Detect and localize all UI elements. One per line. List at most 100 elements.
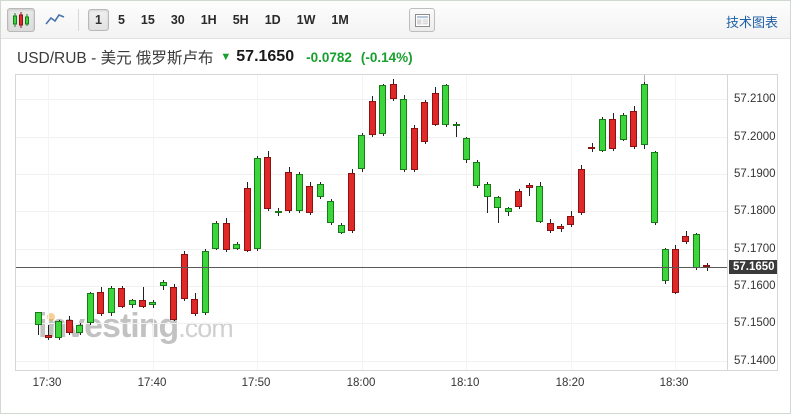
watermark-tld: .com bbox=[178, 313, 234, 343]
chart-plot-area[interactable]: investing.com E bbox=[16, 75, 727, 370]
candle-body[interactable] bbox=[661, 249, 669, 282]
candle-body[interactable] bbox=[379, 85, 387, 134]
candle-body[interactable] bbox=[504, 208, 512, 213]
horizontal-gridline bbox=[16, 173, 727, 175]
candle-body[interactable] bbox=[337, 225, 345, 233]
vertical-gridline bbox=[362, 75, 363, 370]
candlestick-chart-icon[interactable] bbox=[7, 7, 35, 32]
candle-body[interactable] bbox=[473, 162, 481, 186]
timeframe-15[interactable]: 15 bbox=[140, 12, 155, 27]
candle-body[interactable] bbox=[222, 223, 230, 251]
timeframe-1[interactable]: 1 bbox=[88, 8, 109, 31]
candle-body[interactable] bbox=[201, 250, 209, 313]
candle-body[interactable] bbox=[348, 173, 355, 231]
candle-body[interactable] bbox=[97, 291, 105, 314]
timeframe-1w[interactable]: 1W bbox=[296, 12, 316, 27]
candle-body[interactable] bbox=[191, 299, 199, 314]
candle-body[interactable] bbox=[55, 321, 63, 338]
candle-body[interactable] bbox=[598, 118, 606, 151]
price-tick-label: 57.1500 bbox=[734, 317, 776, 330]
horizontal-gridline bbox=[16, 285, 727, 287]
candle-body[interactable] bbox=[483, 184, 491, 198]
candle-body[interactable] bbox=[107, 287, 115, 313]
candle-body[interactable] bbox=[76, 325, 84, 333]
candle-body[interactable] bbox=[515, 190, 523, 207]
candle-body[interactable] bbox=[703, 265, 711, 268]
candle-body[interactable] bbox=[389, 83, 397, 100]
candle-body[interactable] bbox=[233, 244, 241, 249]
last-price-line bbox=[16, 267, 727, 269]
time-axis: 17:30 17:40 17:50 18:00 18:10 18:20 18:30 bbox=[15, 371, 778, 401]
timeframe-1h[interactable]: 1H bbox=[200, 12, 217, 27]
timeframe-5h[interactable]: 5H bbox=[232, 12, 249, 27]
candle-body[interactable] bbox=[588, 147, 596, 150]
line-chart-icon[interactable] bbox=[41, 8, 69, 32]
candle-body[interactable] bbox=[327, 200, 335, 224]
candle-body[interactable] bbox=[577, 169, 585, 214]
candle-body[interactable] bbox=[630, 111, 638, 148]
candle-body[interactable] bbox=[243, 188, 251, 251]
candle-body[interactable] bbox=[253, 158, 261, 249]
candle-body[interactable] bbox=[86, 293, 94, 324]
quote-header: USD/RUB - 美元 俄罗斯卢布 ▼ 57.1650 -0.0782 (-0… bbox=[1, 40, 790, 74]
candle-body[interactable] bbox=[640, 84, 648, 145]
candle-body[interactable] bbox=[619, 114, 627, 140]
candle-body[interactable] bbox=[431, 92, 439, 125]
candle-body[interactable] bbox=[692, 234, 700, 269]
candle-body[interactable] bbox=[368, 101, 376, 135]
timeframe-30[interactable]: 30 bbox=[170, 12, 185, 27]
time-tick-label: 17:40 bbox=[137, 377, 167, 389]
time-tick-label: 18:30 bbox=[659, 377, 689, 389]
candle-body[interactable] bbox=[525, 185, 533, 189]
candle-body[interactable] bbox=[170, 286, 178, 320]
candle-body[interactable] bbox=[462, 138, 470, 160]
candle-body[interactable] bbox=[118, 287, 126, 307]
candle-body[interactable] bbox=[274, 210, 282, 214]
candle-body[interactable] bbox=[128, 300, 136, 306]
last-price: 57.1650 bbox=[236, 48, 295, 65]
candle-body[interactable] bbox=[442, 85, 450, 126]
price-tick-label: 57.1800 bbox=[734, 205, 776, 218]
candle-body[interactable] bbox=[212, 222, 220, 249]
candle-body[interactable] bbox=[567, 215, 575, 226]
candle-body[interactable] bbox=[546, 223, 554, 231]
candle-body[interactable] bbox=[651, 152, 659, 224]
timeframe-1m[interactable]: 1M bbox=[331, 12, 349, 27]
candle-wick bbox=[456, 121, 457, 137]
timeframe-5[interactable]: 5 bbox=[117, 12, 125, 27]
candle-body[interactable] bbox=[358, 134, 366, 170]
data-panel-icon[interactable] bbox=[409, 8, 435, 32]
candle-body[interactable] bbox=[34, 312, 42, 326]
price-axis[interactable]: 57.2100 57.2000 57.1900 57.1800 57.1700 57.16… bbox=[727, 75, 777, 370]
price-tick-label: 57.2000 bbox=[734, 130, 776, 143]
candle-body[interactable] bbox=[400, 99, 408, 171]
candle-body[interactable] bbox=[410, 128, 418, 171]
candle-body[interactable] bbox=[609, 118, 617, 149]
price-change: -0.0782 bbox=[306, 49, 352, 65]
candle-body[interactable] bbox=[494, 197, 502, 209]
candle-body[interactable] bbox=[306, 185, 314, 214]
candle-body[interactable] bbox=[65, 320, 73, 333]
candle-body[interactable] bbox=[149, 301, 157, 306]
candle-body[interactable] bbox=[285, 172, 293, 212]
price-tick-label: 57.1600 bbox=[734, 279, 776, 292]
timeframe-1d[interactable]: 1D bbox=[264, 12, 281, 27]
horizontal-gridline bbox=[16, 248, 727, 250]
candle-body[interactable] bbox=[316, 184, 324, 198]
candle-body[interactable] bbox=[295, 173, 303, 211]
candle-body[interactable] bbox=[452, 123, 460, 127]
toolbar-divider bbox=[78, 8, 79, 31]
candle-body[interactable] bbox=[671, 249, 679, 293]
candle-body[interactable] bbox=[536, 185, 544, 222]
candle-body[interactable] bbox=[180, 254, 188, 300]
candle-body[interactable] bbox=[421, 102, 429, 143]
candle-body[interactable] bbox=[682, 235, 690, 242]
candle-body[interactable] bbox=[44, 334, 52, 338]
candle-body[interactable] bbox=[159, 281, 167, 286]
time-tick-label: 18:20 bbox=[555, 377, 585, 389]
technical-chart-link[interactable]: 技术图表 bbox=[725, 15, 778, 30]
candle-body[interactable] bbox=[139, 300, 146, 307]
symbol-code: USD/RUB bbox=[17, 50, 87, 67]
candle-body[interactable] bbox=[557, 226, 564, 230]
candle-body[interactable] bbox=[264, 157, 272, 210]
